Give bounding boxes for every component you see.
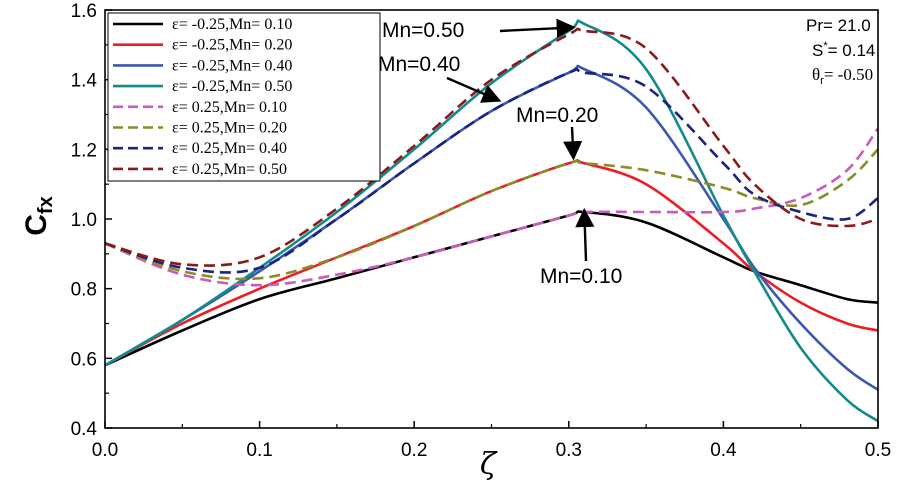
x-tick-label: 0.1 <box>246 440 272 461</box>
param-s: S*= 0.14 <box>812 40 875 60</box>
annotation-mn-0p50-arrow <box>499 18 576 38</box>
legend-box <box>107 12 381 182</box>
y-tick-label: 1.6 <box>71 1 97 22</box>
series-line-eps0p25-mn-0p20 <box>104 148 879 281</box>
y-axis-title-main: C <box>20 214 53 236</box>
param-s-star: * <box>823 40 828 52</box>
legend-label-eps0p25-mn-0p10: ε= 0.25,Mn= 0.10 <box>172 99 287 116</box>
ticks-layer: 0.0 0.1 0.2 0.3 0.4 0.5 0.4 0.6 0.8 1.0 1.2 1.4 1.6 <box>71 1 892 461</box>
x-tick-label: 0.5 <box>865 440 891 461</box>
series-line-eps-0p25-mn-0p20 <box>104 158 879 367</box>
param-theta: θr= -0.50 <box>812 65 873 87</box>
param-s-symbol: S <box>812 41 823 60</box>
annotation-mn-0p20-arrow <box>563 126 583 161</box>
plot-frame <box>104 9 879 429</box>
legend-label-eps0p25-mn-0p40: ε= 0.25,Mn= 0.40 <box>172 140 287 157</box>
y-tick-label: 0.4 <box>71 419 98 440</box>
param-theta-symbol: θ <box>812 65 820 84</box>
y-tick-label: 0.8 <box>71 280 97 301</box>
x-axis-title: ζ <box>480 447 498 480</box>
legend-label-eps0p25-mn-0p50: ε= 0.25,Mn= 0.50 <box>172 161 287 178</box>
legend: ε= -0.25,Mn= 0.10 ε= -0.25,Mn= 0.20 ε= -0.… <box>107 12 381 182</box>
y-axis-title-text: Cfx <box>20 196 57 235</box>
y-tick-label: 1.4 <box>71 71 98 92</box>
param-theta-sub: r <box>820 75 824 87</box>
param-s-value: = 0.14 <box>828 41 876 60</box>
x-tick-label: 0.0 <box>92 440 118 461</box>
x-tick-label: 0.3 <box>556 440 582 461</box>
y-axis-title: Cfx <box>20 196 57 235</box>
annotation-mn-0p10-arrow <box>575 207 595 262</box>
legend-label-eps-0p25-mn-0p40: ε= -0.25,Mn= 0.40 <box>172 57 292 74</box>
legend-label-eps-0p25-mn-0p50: ε= -0.25,Mn= 0.50 <box>172 78 292 95</box>
series-line-eps-0p25-mn-0p10 <box>104 210 879 367</box>
annotation-mn-0p10-label: Mn=0.10 <box>540 265 622 288</box>
series-line-eps0p25-mn-0p10 <box>104 127 880 287</box>
annotation-mn-0p20-label: Mn=0.20 <box>516 104 598 127</box>
legend-label-eps-0p25-mn-0p20: ε= -0.25,Mn= 0.20 <box>172 37 292 54</box>
y-tick-label: 1.0 <box>71 210 97 231</box>
param-theta-value: = -0.50 <box>824 65 873 84</box>
annotation-mn-0p40-label: Mn=0.40 <box>378 53 460 76</box>
x-tick-label: 0.4 <box>710 440 737 461</box>
annotation-mn-0p40-arrow <box>446 76 502 103</box>
y-tick-label: 1.2 <box>71 140 97 161</box>
annotation-mn-0p50-label: Mn=0.50 <box>382 19 464 42</box>
annotations-layer: Mn=0.50 Mn=0.40 Mn=0.20 Mn=0.10 <box>378 18 622 288</box>
param-pr: Pr= 21.0 <box>806 16 871 35</box>
legend-label-eps-0p25-mn-0p10: ε= -0.25,Mn= 0.10 <box>172 16 292 33</box>
legend-label-eps0p25-mn-0p20: ε= 0.25,Mn= 0.20 <box>172 120 287 137</box>
y-tick-label: 0.6 <box>71 349 97 370</box>
x-tick-label: 0.2 <box>401 440 427 461</box>
y-axis-title-sub: fx <box>35 196 57 214</box>
